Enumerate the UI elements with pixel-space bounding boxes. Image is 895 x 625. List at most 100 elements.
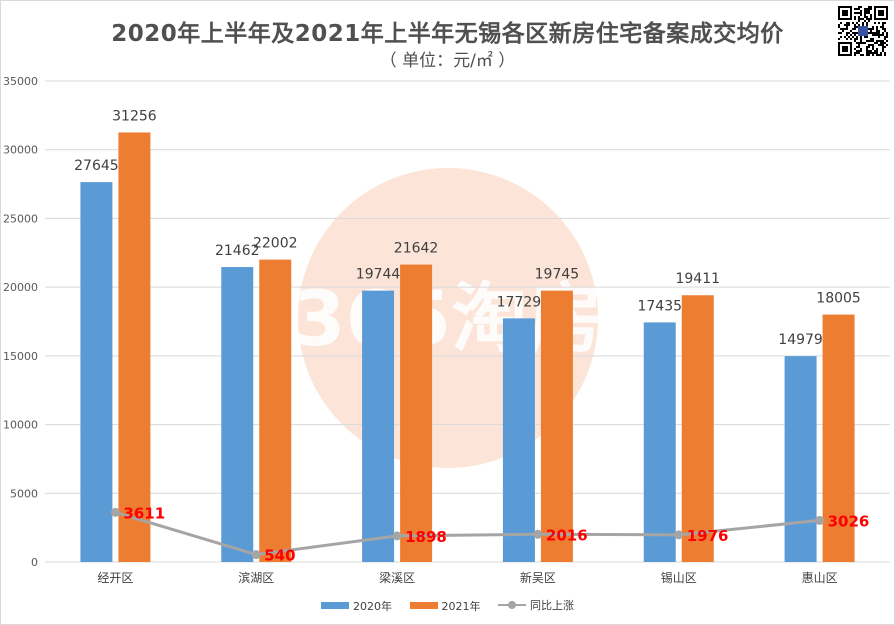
gridlines	[45, 80, 890, 563]
qr-module	[856, 32, 858, 34]
qr-module	[872, 44, 874, 46]
qr-module	[874, 50, 876, 52]
y-tick-label: 15000	[3, 350, 38, 363]
qr-module	[854, 32, 856, 34]
qr-module	[856, 46, 858, 48]
qr-module	[878, 32, 880, 34]
x-tick-label: 锡山区	[661, 570, 697, 585]
qr-module	[866, 22, 868, 24]
qr-module	[882, 26, 884, 28]
qr-module	[866, 54, 868, 56]
chart-title: 2020年上半年及2021年上半年无锡各区新房住宅备案成交均价	[111, 21, 784, 47]
qr-module	[860, 42, 862, 44]
qr-module	[886, 36, 888, 38]
yoy-data-label: 1898	[405, 528, 447, 546]
legend-item-yoy: 同比上涨	[498, 597, 574, 613]
qr-module	[872, 52, 874, 54]
qr-module	[862, 22, 864, 24]
chart-subtitle: （ 单位：元/㎡ ）	[379, 51, 516, 71]
y-axis-ticks: 0 5000 10000 15000 20000 25000 30000 35000	[3, 75, 38, 569]
y-tick-label: 0	[31, 556, 38, 569]
x-tick-label: 新吴区	[520, 570, 556, 585]
qr-module	[852, 28, 854, 30]
qr-module	[860, 54, 862, 56]
qr-module	[862, 24, 864, 26]
yoy-point	[110, 507, 120, 517]
qr-module	[856, 12, 858, 14]
qr-module	[860, 40, 862, 42]
bar-2021	[118, 132, 151, 563]
qr-module	[870, 6, 872, 8]
qr-module	[846, 22, 848, 24]
qr-finder	[842, 10, 848, 16]
qr-module	[864, 20, 866, 22]
qr-module	[848, 32, 850, 34]
qr-module	[868, 46, 870, 48]
qr-module	[844, 36, 846, 38]
qr-module	[870, 30, 872, 32]
qr-module	[866, 36, 868, 38]
yoy-point	[815, 515, 825, 525]
yoy-point	[392, 531, 402, 541]
x-axis-ticks: 经开区 滨湖区 梁溪区 新吴区 锡山区 惠山区	[97, 570, 837, 585]
qr-module	[872, 28, 874, 30]
qr-module	[866, 12, 868, 14]
qr-module	[866, 48, 868, 50]
qr-module	[884, 28, 886, 30]
qr-module	[884, 42, 886, 44]
qr-module	[870, 52, 872, 54]
qr-module	[856, 38, 858, 40]
qr-module	[866, 52, 868, 54]
qr-module	[866, 8, 868, 10]
qr-module	[858, 20, 860, 22]
bar-2021	[681, 295, 714, 562]
qr-module	[856, 8, 858, 10]
y-tick-label: 20000	[3, 281, 38, 294]
data-label-2020: 14979	[778, 332, 823, 348]
qr-module	[854, 16, 856, 18]
qr-module	[854, 52, 856, 54]
qr-module	[854, 54, 856, 56]
qr-module	[886, 40, 888, 42]
qr-module	[884, 22, 886, 24]
qr-module	[860, 38, 862, 40]
qr-module	[854, 8, 856, 10]
qr-module	[876, 42, 878, 44]
qr-module	[886, 32, 888, 34]
qr-module	[856, 52, 858, 54]
qr-module	[870, 38, 872, 40]
qr-module	[848, 24, 850, 26]
qr-module	[884, 46, 886, 48]
qr-module	[840, 32, 842, 34]
qr-module	[862, 18, 864, 20]
qr-module	[852, 22, 854, 24]
qr-module	[868, 44, 870, 46]
qr-module	[864, 12, 866, 14]
data-label-2020: 21462	[215, 243, 260, 259]
qr-module	[876, 50, 878, 52]
qr-finder	[878, 10, 884, 16]
qr-module	[858, 52, 860, 54]
qr-module	[858, 44, 860, 46]
qr-module	[882, 28, 884, 30]
qr-module	[876, 28, 878, 30]
qr-module	[874, 52, 876, 54]
qr-module	[862, 42, 864, 44]
qr-module	[858, 46, 860, 48]
qr-module	[876, 30, 878, 32]
qr-module	[854, 24, 856, 26]
yoy-data-label: 3026	[828, 512, 870, 530]
yoy-data-label: 1976	[687, 527, 729, 545]
qr-module	[878, 54, 880, 56]
qr-module	[856, 26, 858, 28]
yoy-data-label: 2016	[546, 526, 588, 544]
qr-module	[846, 38, 848, 40]
qr-module	[866, 10, 868, 12]
qr-module	[860, 48, 862, 50]
data-label-2021: 22002	[253, 236, 298, 252]
qr-module	[870, 14, 872, 16]
x-tick-label: 经开区	[97, 571, 133, 585]
qr-module	[884, 52, 886, 54]
bar-2021	[400, 264, 433, 562]
